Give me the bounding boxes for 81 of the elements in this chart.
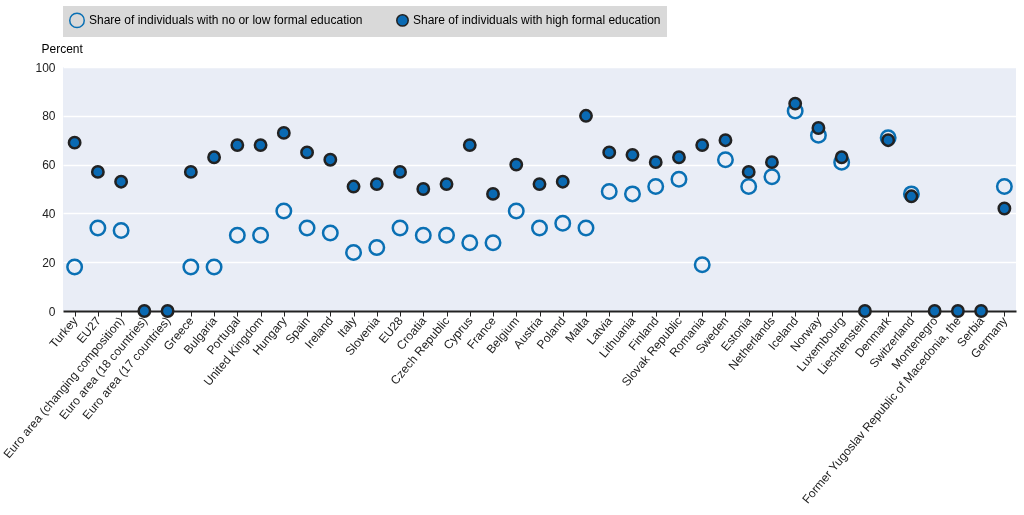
point <box>602 145 617 160</box>
y-tick-label: 80 <box>42 109 56 124</box>
point <box>416 182 431 196</box>
point <box>623 185 641 203</box>
point <box>114 174 129 189</box>
legend-label: Share of individuals with no or low formal education <box>89 13 363 28</box>
point <box>857 304 872 318</box>
point <box>393 164 407 179</box>
point <box>323 152 338 167</box>
point <box>182 258 200 276</box>
point <box>554 214 572 232</box>
point <box>532 177 547 192</box>
point <box>369 177 384 192</box>
point <box>414 226 432 244</box>
point <box>579 108 593 123</box>
point <box>693 256 711 274</box>
point <box>648 155 663 170</box>
point <box>391 219 409 237</box>
point <box>205 258 223 276</box>
point <box>995 178 1013 196</box>
point <box>160 304 175 318</box>
point <box>275 202 293 220</box>
point <box>183 164 198 179</box>
point <box>950 304 965 318</box>
point <box>230 138 245 153</box>
point <box>625 147 640 162</box>
point <box>741 164 756 179</box>
point <box>462 138 477 153</box>
point <box>974 304 989 318</box>
point <box>577 219 595 237</box>
point <box>902 185 920 203</box>
point <box>647 178 665 196</box>
point <box>89 219 107 237</box>
point <box>276 125 291 140</box>
point <box>695 138 710 153</box>
y-tick-label: 20 <box>42 255 56 270</box>
point <box>345 243 363 261</box>
point <box>321 224 339 242</box>
point <box>484 234 502 252</box>
point <box>486 186 500 201</box>
point <box>764 155 779 170</box>
y-tick-label: 40 <box>42 206 56 221</box>
point <box>439 177 454 192</box>
point <box>670 170 688 188</box>
point <box>368 239 386 257</box>
y-tick-label: 100 <box>35 60 56 75</box>
point <box>461 234 479 252</box>
point <box>881 133 896 148</box>
point <box>531 219 548 237</box>
point <box>811 121 826 135</box>
y-tick-label: 0 <box>48 304 56 319</box>
point <box>718 133 733 148</box>
point <box>137 304 152 318</box>
point <box>438 226 456 244</box>
point <box>228 226 246 244</box>
point <box>112 222 130 239</box>
legend-label: Share of individuals with high formal education <box>413 13 661 28</box>
point <box>509 157 524 172</box>
point <box>788 96 803 111</box>
point <box>672 150 686 165</box>
point <box>346 179 361 194</box>
point <box>740 178 758 196</box>
point <box>66 258 84 276</box>
point <box>600 182 618 200</box>
point <box>904 189 919 204</box>
point <box>300 145 315 160</box>
point <box>763 168 781 186</box>
y-axis-title: Percent <box>41 41 84 56</box>
y-tick-label: 60 <box>42 158 56 173</box>
point <box>67 135 82 150</box>
point <box>716 151 734 169</box>
point <box>252 226 270 244</box>
point <box>90 164 105 179</box>
point <box>298 219 316 237</box>
point <box>253 138 268 153</box>
point <box>997 201 1012 216</box>
point <box>834 150 849 165</box>
point <box>927 304 942 318</box>
point <box>207 150 222 165</box>
point <box>507 202 525 220</box>
point <box>555 174 570 189</box>
